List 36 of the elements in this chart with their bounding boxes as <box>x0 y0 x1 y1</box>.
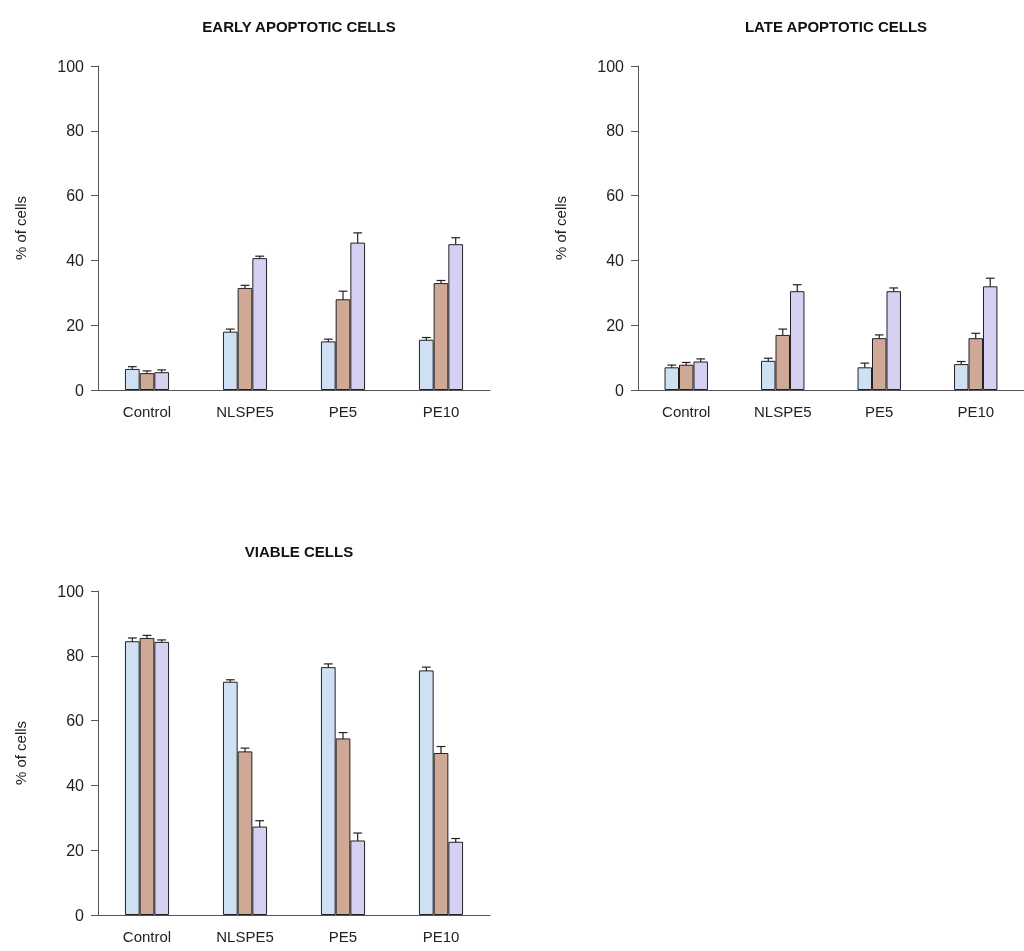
x-tick-label: PE10 <box>957 403 995 420</box>
x-tick-label: PE5 <box>328 403 358 420</box>
y-tick-label: 20 <box>66 841 85 859</box>
y-tick-label: 60 <box>66 712 85 730</box>
x-tick-label: PE10 <box>422 928 460 945</box>
x-tick-label: Control <box>122 403 172 420</box>
y-tick-label: 100 <box>57 582 85 600</box>
y-tick-label: 0 <box>615 381 625 399</box>
y-tick-label: 100 <box>597 57 625 75</box>
y-tick-label: 0 <box>75 381 85 399</box>
chart-title: LATE APOPTOTIC CELLS <box>744 18 928 35</box>
y-tick-label: 20 <box>66 316 85 334</box>
y-tick-label: 0 <box>75 906 85 924</box>
y-axis-title: % of cells <box>12 720 29 786</box>
x-tick-label: PE5 <box>328 928 358 945</box>
y-tick-label: 80 <box>606 122 625 140</box>
x-tick-label: NLSPE5 <box>753 403 812 420</box>
y-tick-label: 40 <box>66 251 85 269</box>
y-tick-label: 80 <box>66 122 85 140</box>
y-tick-label: 60 <box>66 187 85 205</box>
y-tick-label: 80 <box>66 647 85 665</box>
x-tick-label: PE10 <box>422 403 460 420</box>
y-tick-label: 40 <box>606 251 625 269</box>
x-tick-label: Control <box>122 928 172 945</box>
y-tick-label: 20 <box>606 316 625 334</box>
y-axis-title: % of cells <box>12 195 29 261</box>
y-axis-title: % of cells <box>552 195 569 261</box>
x-tick-label: PE5 <box>865 403 894 420</box>
y-tick-label: 100 <box>57 57 85 75</box>
y-tick-label: 60 <box>606 187 625 205</box>
chart-title: VIABLE CELLS <box>244 543 354 560</box>
y-tick-label: 40 <box>66 776 85 794</box>
x-tick-label: NLSPE5 <box>216 403 274 420</box>
x-tick-label: NLSPE5 <box>216 928 274 945</box>
x-tick-label: Control <box>662 403 711 420</box>
chart-title: EARLY APOPTOTIC CELLS <box>202 18 396 35</box>
